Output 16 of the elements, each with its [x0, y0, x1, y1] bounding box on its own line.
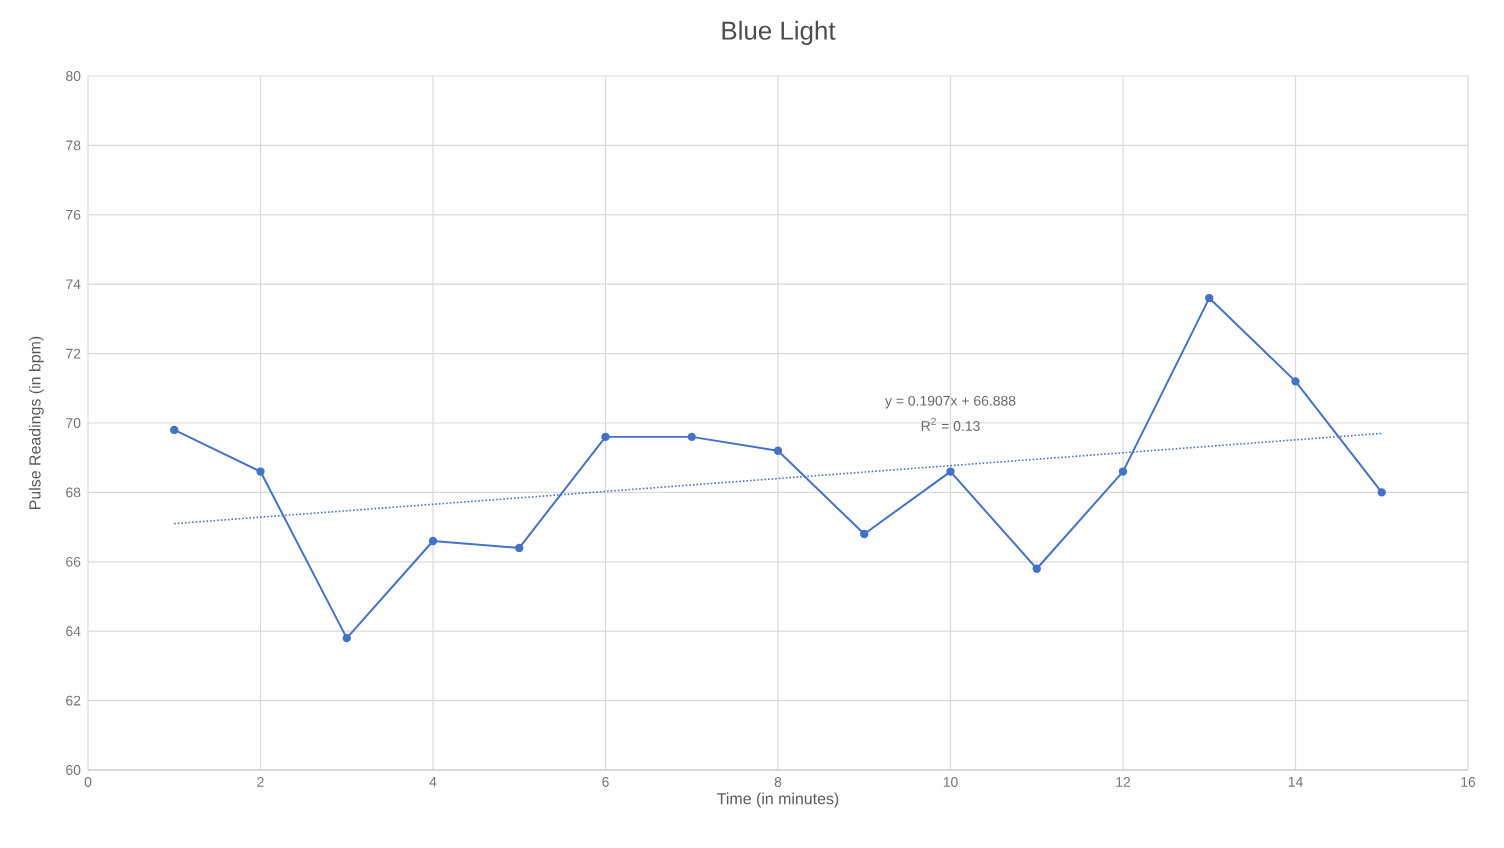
point [428, 536, 438, 546]
point [1377, 488, 1386, 497]
point [256, 467, 265, 476]
point [773, 446, 783, 455]
point [170, 425, 179, 435]
point [342, 633, 351, 643]
point [687, 432, 696, 442]
point [515, 543, 524, 553]
point [1291, 377, 1300, 386]
point [1118, 467, 1128, 476]
point [1205, 293, 1214, 303]
point [860, 529, 869, 539]
point [601, 432, 610, 442]
point [946, 467, 955, 476]
chart-title: Blue Light [722, 20, 836, 45]
point [1032, 564, 1041, 573]
